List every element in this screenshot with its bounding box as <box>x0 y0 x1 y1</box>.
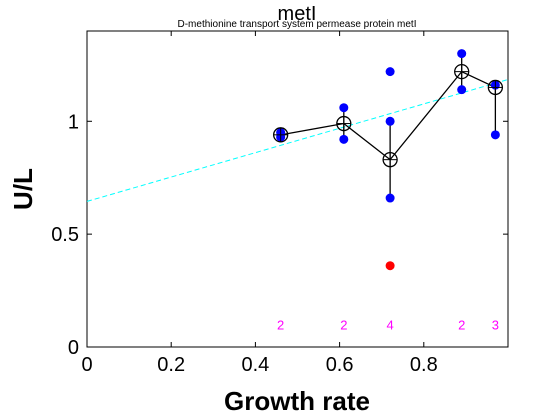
y-tick-label: 0.5 <box>51 224 79 246</box>
y-tick-label: 1 <box>68 111 79 133</box>
x-tick-label: 0.6 <box>326 354 354 376</box>
outlier-point <box>385 261 395 271</box>
replicate-point <box>339 134 349 144</box>
mean-markers <box>273 63 504 168</box>
x-tick-label: 0 <box>81 354 92 376</box>
x-tick-label: 0.2 <box>157 354 185 376</box>
x-axis-label: Growth rate <box>224 386 370 416</box>
count-label: 2 <box>277 317 284 332</box>
fit-line <box>86 79 509 202</box>
chart-subtitle: D-methionine transport system permease p… <box>178 19 417 30</box>
replicate-points <box>276 49 500 271</box>
x-tick-label: 0.4 <box>241 354 269 376</box>
count-label: 2 <box>458 317 465 332</box>
replicate-point <box>385 193 395 203</box>
y-axis-label: U/L <box>8 168 38 210</box>
x-tick-label: 0.8 <box>410 354 438 376</box>
plot-frame <box>86 30 509 348</box>
plot-area: 0 0.2 0.4 0.6 0.8 0 0.5 1 2 2 4 2 3 <box>51 30 509 376</box>
fit-line-group <box>86 79 509 202</box>
count-labels: 2 2 4 2 3 <box>277 317 499 332</box>
replicate-point <box>339 103 349 113</box>
replicate-point <box>385 116 395 126</box>
chart-title: metI <box>278 3 317 25</box>
axis-ticks: 0 0.2 0.4 0.6 0.8 0 0.5 1 <box>51 31 508 376</box>
count-label: 3 <box>492 317 499 332</box>
count-label: 2 <box>340 317 347 332</box>
count-label: 4 <box>387 317 394 332</box>
y-tick-label: 0 <box>68 337 79 359</box>
replicate-point <box>457 85 467 95</box>
replicate-point <box>457 49 467 59</box>
replicate-point <box>385 67 395 77</box>
replicate-point <box>490 130 500 140</box>
